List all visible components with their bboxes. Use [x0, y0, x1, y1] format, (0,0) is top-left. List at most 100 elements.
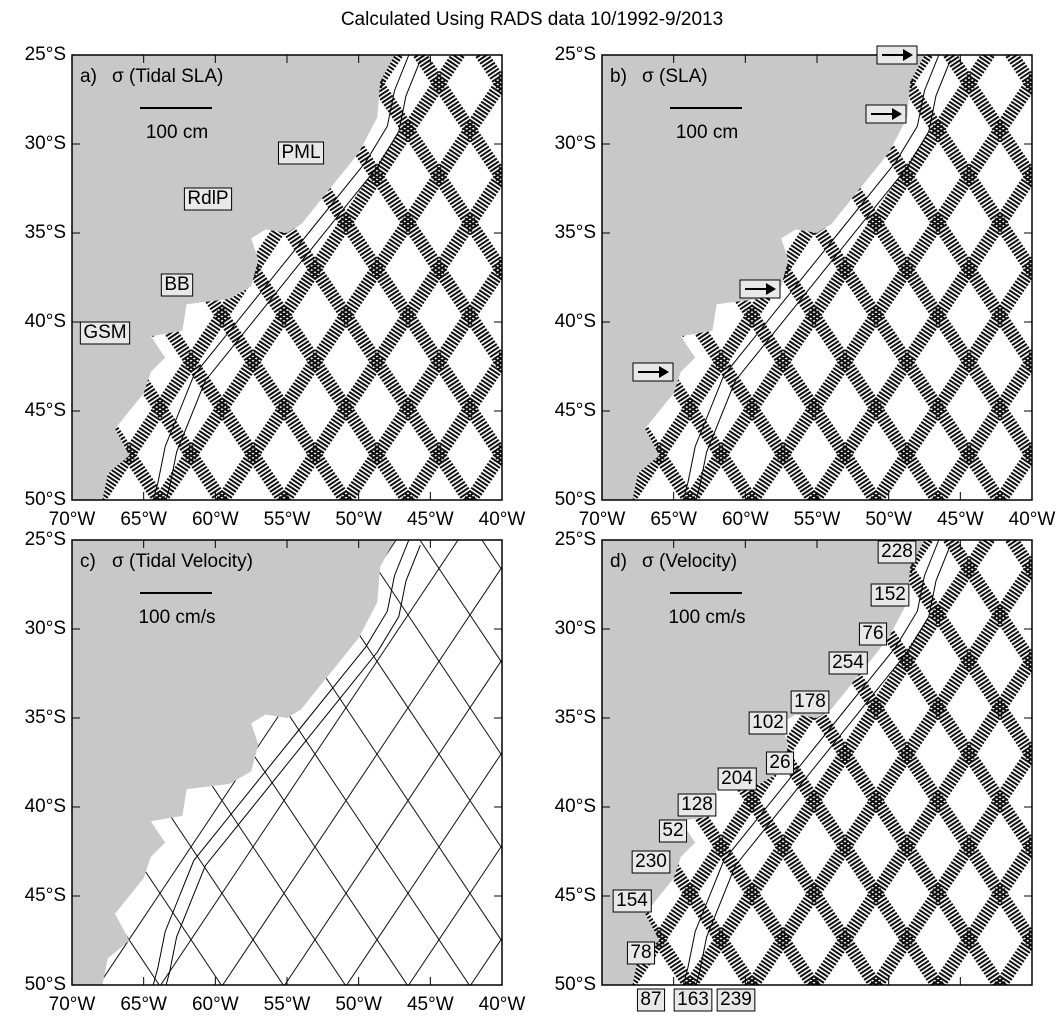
lon-label: 40°W	[1009, 509, 1056, 530]
annotation-box	[277, 141, 325, 165]
map-panel: 25°S 30°S 35°S 40°S 45°S 50°S d) σ (Velocity) 10…	[555, 277, 1064, 1019]
annotation: 163	[677, 989, 709, 1010]
lat-label: 40°S	[555, 311, 596, 332]
satellite-track	[72, 760, 222, 985]
lon-label: 60°W	[192, 994, 239, 1015]
satellite-track	[0, 0, 62, 540]
map-panel: 25°S30°S35°S40°S45°S50°S70°W 65°W 60°W 55°W…	[555, 0, 1064, 540]
annotation-box	[677, 793, 717, 817]
satellite-track	[682, 540, 996, 985]
annotation-box	[748, 711, 788, 735]
satellite-track	[880, 55, 1032, 283]
satellite-track	[152, 55, 466, 500]
annotation: 128	[681, 794, 713, 815]
annotation-box	[673, 988, 713, 1012]
annotation: RdlP	[187, 188, 228, 209]
lon-label: 65°W	[650, 509, 697, 530]
panel-quantity: σ (Tidal Velocity)	[112, 551, 253, 572]
lat-label: 50°S	[25, 974, 66, 995]
lon-label: 70°W	[49, 509, 96, 530]
scale-label: 100 cm	[146, 122, 208, 143]
satellite-track	[818, 55, 1032, 376]
map-content	[602, 0, 1064, 540]
satellite-track	[419, 540, 502, 664]
lat-label: 45°S	[555, 885, 596, 906]
land	[72, 55, 395, 500]
scale-label: 100 cm/s	[668, 607, 745, 628]
lon-label: 40°W	[479, 994, 526, 1015]
annotation: 102	[752, 712, 784, 733]
annotation-box	[877, 540, 917, 564]
annotation-box	[636, 988, 666, 1012]
annotation-box	[790, 690, 830, 714]
lon-label: 50°W	[865, 509, 912, 530]
arrow-head	[659, 366, 669, 378]
annotation: 254	[832, 652, 864, 673]
satellite-track	[898, 0, 1064, 540]
land	[602, 540, 925, 985]
scale-label: 100 cm	[676, 122, 738, 143]
panel-quantity: σ (Tidal SLA)	[112, 66, 223, 87]
lat-label: 30°S	[25, 133, 66, 154]
isobath	[695, 60, 951, 500]
land	[72, 540, 395, 985]
satellite-track	[0, 277, 62, 1019]
lat-label: 35°S	[25, 222, 66, 243]
annotation-box	[765, 751, 795, 775]
lon-label: 60°W	[722, 509, 769, 530]
lon-label: 50°W	[335, 994, 382, 1015]
panel-label: a)	[80, 66, 97, 87]
arrow-head	[903, 49, 913, 61]
isobath	[152, 55, 410, 500]
lon-label: 40°W	[479, 509, 526, 530]
satellite-track	[930, 348, 1032, 500]
annotation-box	[716, 988, 756, 1012]
annotation: 204	[721, 768, 753, 789]
annotation-box	[828, 651, 868, 675]
satellite-track	[408, 844, 502, 985]
annotation-box	[658, 819, 688, 843]
satellite-track	[0, 0, 76, 540]
lon-label: 65°W	[120, 509, 167, 530]
lat-label: 40°S	[25, 311, 66, 332]
satellite-track	[878, 277, 1064, 1019]
lat-label: 45°S	[25, 885, 66, 906]
lat-label: 35°S	[25, 707, 66, 728]
satellite-track	[295, 540, 502, 850]
isobath	[682, 55, 940, 500]
lat-label: 45°S	[25, 400, 66, 421]
satellite-track	[0, 277, 76, 1019]
annotation-box	[612, 889, 652, 913]
annotation: PML	[281, 142, 320, 163]
lon-label: 70°W	[579, 509, 626, 530]
panel-quantity: σ (SLA)	[642, 66, 708, 87]
isobath	[165, 545, 421, 985]
lon-label: 55°W	[794, 509, 841, 530]
figure-title: Calculated Using RADS data 10/1992-9/201…	[341, 9, 723, 30]
map-panel: 25°S30°S35°S40°S45°S50°S70°W 65°W 60°W 55°W…	[0, 277, 1064, 1019]
satellite-track	[72, 667, 284, 985]
annotation: 26	[769, 752, 790, 773]
map-content	[602, 277, 1064, 1019]
annotation: 178	[794, 691, 826, 712]
satellite-track	[357, 540, 502, 757]
annotation: BB	[164, 274, 189, 295]
lat-label: 30°S	[555, 618, 596, 639]
satellite-track	[1036, 277, 1064, 1019]
land	[602, 55, 925, 500]
lat-label: 40°S	[25, 796, 66, 817]
annotation: 230	[635, 851, 667, 872]
satellite-track	[214, 70, 502, 500]
annotation-box	[626, 941, 656, 965]
annotation: 152	[874, 584, 906, 605]
satellite-track	[942, 540, 1032, 675]
satellite-track	[222, 566, 502, 985]
annotation-box	[183, 187, 233, 211]
lon-label: 45°W	[937, 509, 984, 530]
lon-label: 50°W	[335, 509, 382, 530]
arrow-head	[892, 108, 902, 120]
annotation: 228	[881, 541, 913, 562]
lon-label: 60°W	[192, 509, 239, 530]
arrow-head	[766, 283, 776, 295]
